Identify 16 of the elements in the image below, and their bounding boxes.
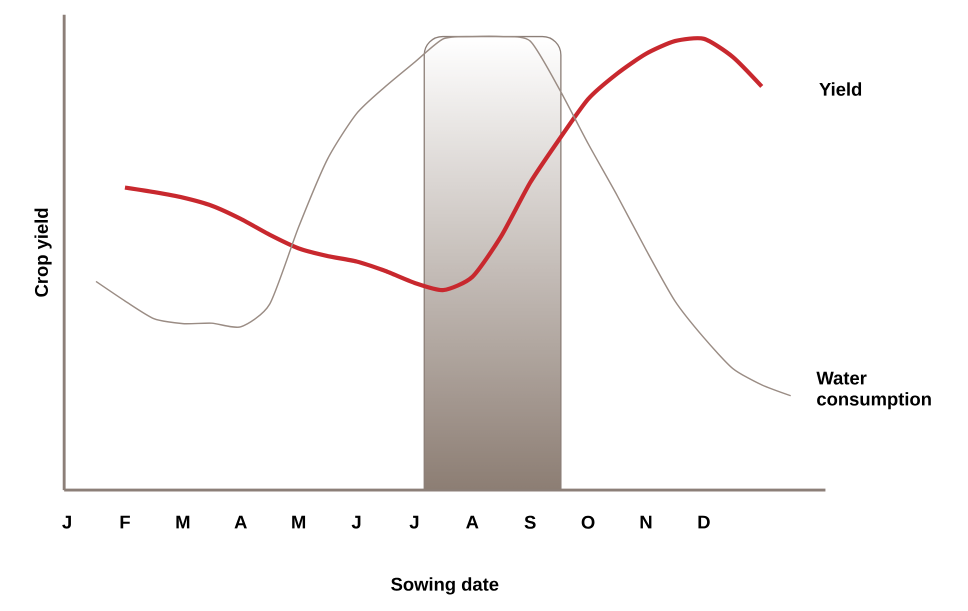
series-label: Water consumption (816, 372, 931, 410)
x-tick-label: D (698, 516, 710, 528)
x-tick-label: F (120, 516, 130, 528)
x-tick-label: J (410, 516, 418, 528)
x-tick-label: S (524, 516, 536, 529)
y-axis-title: Crop yield (34, 208, 52, 296)
x-tick-label: M (176, 516, 190, 528)
x-tick-label: M (292, 516, 306, 528)
x-tick-label: N (640, 516, 652, 528)
text: Yield (819, 82, 862, 96)
x-tick-label: A (234, 516, 247, 528)
x-axis-title: Sowing date (391, 577, 498, 594)
x-tick-label: A (466, 516, 478, 528)
x-tick-label: J (62, 516, 71, 528)
x-tick-label: O (582, 516, 594, 529)
x-tick-label: J (352, 516, 360, 528)
